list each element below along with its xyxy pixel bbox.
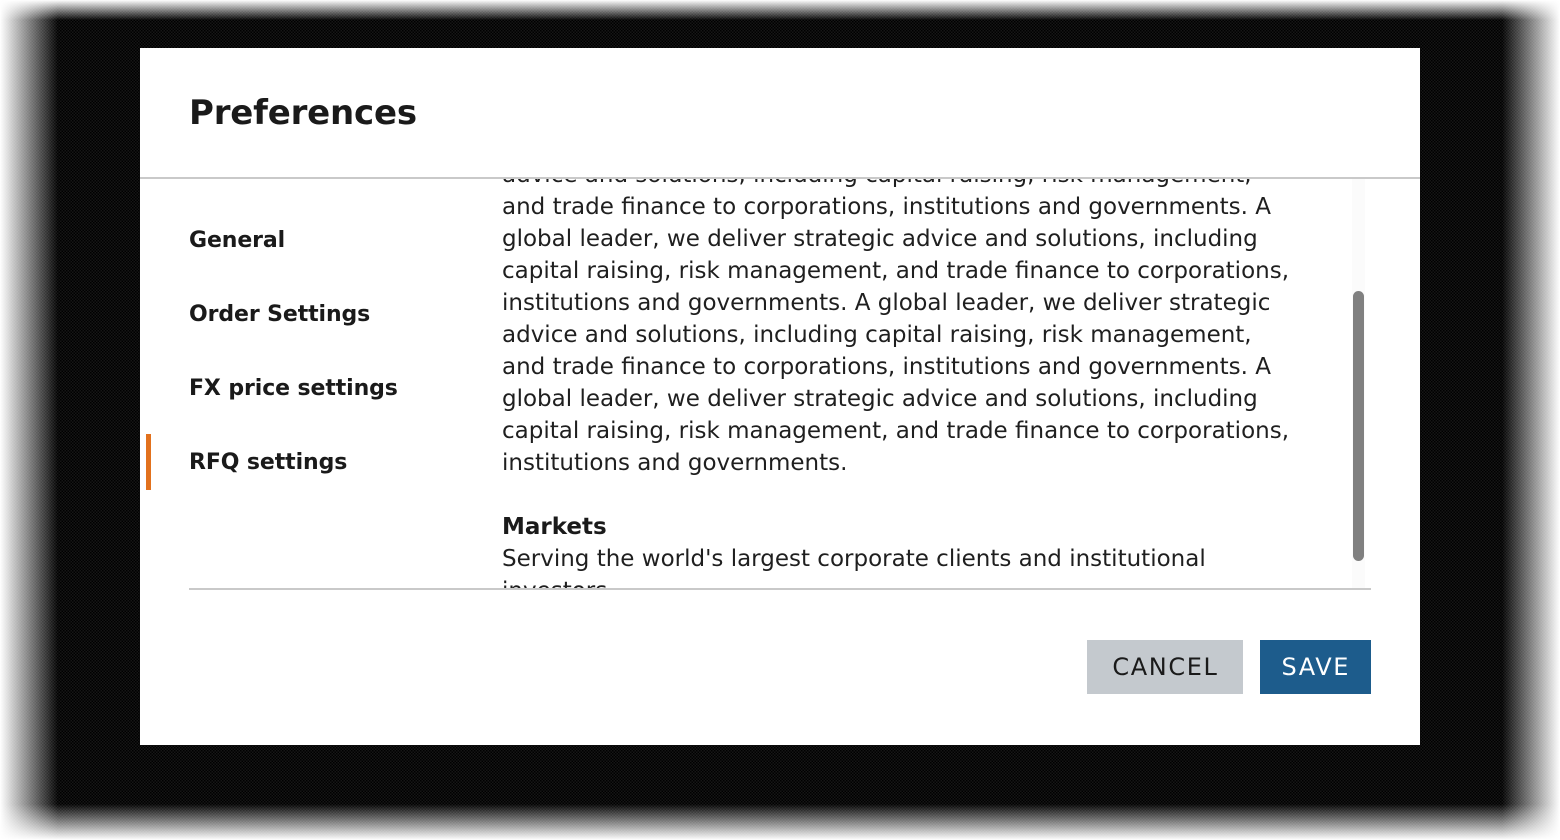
sidebar-item-rfq-settings[interactable]: RFQ settings (140, 425, 496, 499)
content-scrollbar-thumb[interactable] (1353, 291, 1364, 561)
sidebar-item-label: FX price settings (189, 375, 398, 401)
content-scrollbar-track[interactable] (1352, 179, 1365, 588)
dialog-footer: CANCEL SAVE (140, 588, 1420, 745)
sidebar-item-order-settings[interactable]: Order Settings (140, 277, 496, 351)
save-button[interactable]: SAVE (1260, 639, 1371, 694)
cancel-button[interactable]: CANCEL (1087, 639, 1244, 694)
sidebar-item-general[interactable]: General (140, 203, 496, 277)
section-paragraph-markets: Serving the world's largest corporate cl… (502, 546, 1206, 588)
dialog-body: General Order Settings FX price settings… (140, 179, 1420, 588)
sidebar-item-label: RFQ settings (189, 449, 348, 475)
content-scroll-viewport[interactable]: advice and solutions, including capital … (496, 179, 1352, 588)
settings-content-pane: advice and solutions, including capital … (496, 179, 1420, 588)
preferences-dialog: Preferences General Order Settings FX pr… (140, 48, 1420, 745)
footer-divider (189, 588, 1371, 590)
sidebar-item-label: General (189, 227, 286, 253)
sidebar-item-label: Order Settings (189, 301, 371, 327)
description-paragraph: advice and solutions, including capital … (502, 179, 1290, 476)
settings-sidebar: General Order Settings FX price settings… (140, 179, 496, 588)
page-title: Preferences (189, 92, 417, 133)
sidebar-item-fx-price-settings[interactable]: FX price settings (140, 351, 496, 425)
dialog-header: Preferences (140, 48, 1420, 179)
section-heading-markets: Markets (502, 514, 607, 540)
content-inner: advice and solutions, including capital … (496, 179, 1352, 588)
